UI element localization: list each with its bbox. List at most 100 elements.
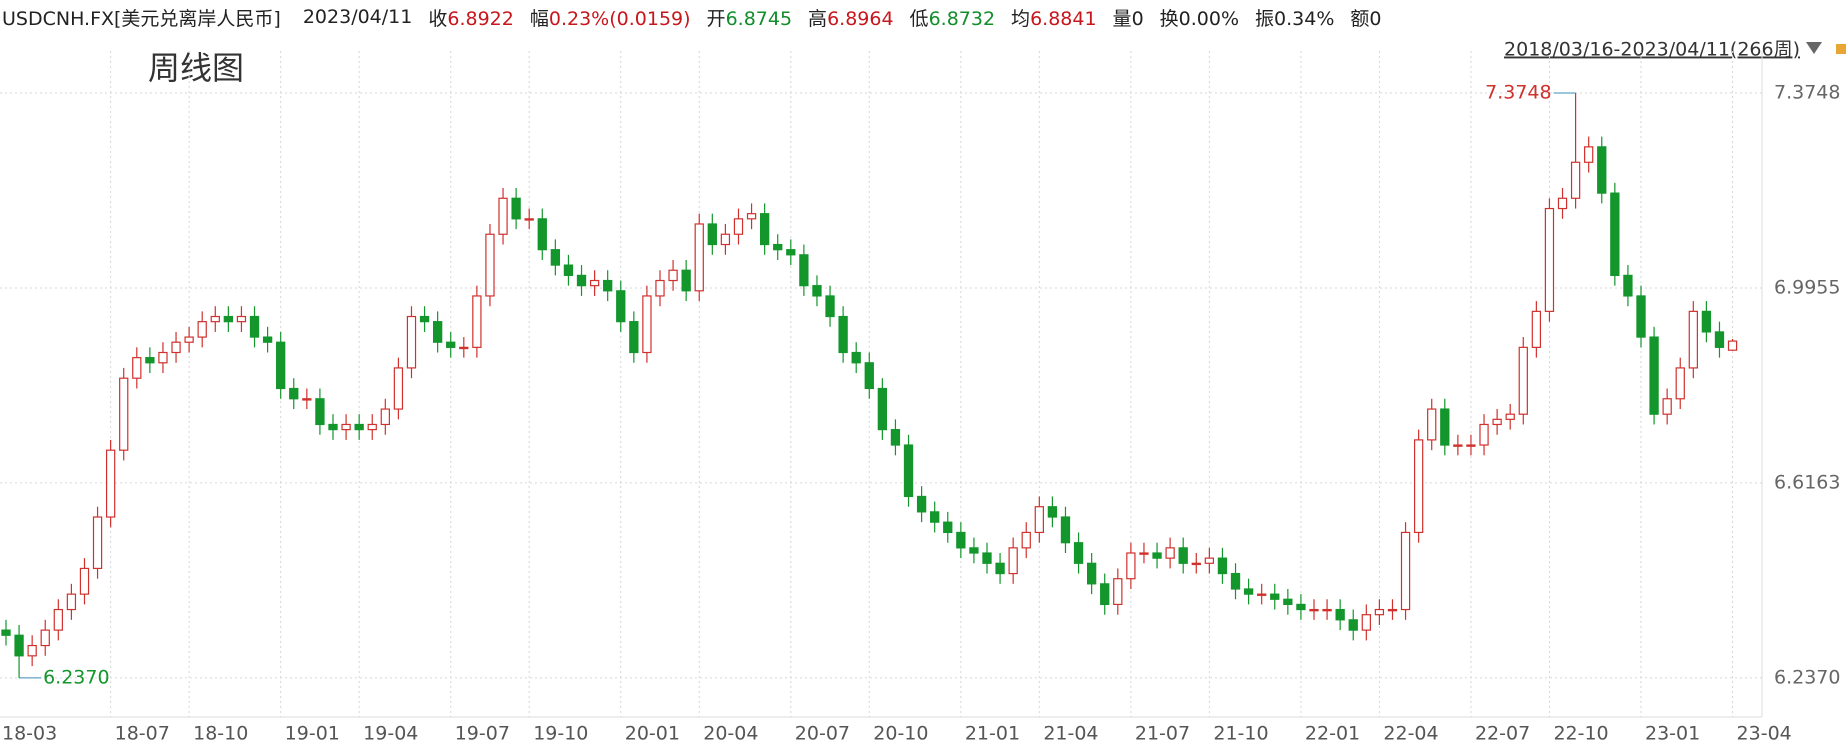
candle-body xyxy=(916,495,927,513)
candle-body xyxy=(367,423,377,431)
candle-body xyxy=(877,387,888,431)
candle-body xyxy=(1400,531,1411,611)
candle-body xyxy=(1413,439,1424,534)
candle-body xyxy=(1662,398,1672,415)
candle-body xyxy=(524,218,534,221)
field-label: 换 xyxy=(1159,7,1179,30)
candle-body xyxy=(341,423,351,431)
quote-header: USDCNH.FX[美元兑离岸人民币] 2023/04/11 收6.8922 幅0… xyxy=(0,0,1382,34)
candle-body xyxy=(943,521,953,534)
candle-body xyxy=(1126,552,1136,580)
candle-body xyxy=(982,552,992,564)
candle-body xyxy=(92,516,103,570)
candle-body xyxy=(707,223,717,246)
candle-body xyxy=(550,249,561,266)
candle-body xyxy=(1531,310,1542,348)
candle-body xyxy=(197,321,207,338)
candle-body xyxy=(746,213,757,220)
candle-body xyxy=(655,279,665,297)
candle-body xyxy=(328,423,338,431)
quote-field: 开6.8745 xyxy=(707,4,793,31)
field-label: 额 xyxy=(1350,7,1370,30)
range-dropdown[interactable] xyxy=(1806,42,1822,54)
candle-body xyxy=(315,398,325,426)
min-label: 6.2370 xyxy=(43,666,109,688)
field-label: 低 xyxy=(909,7,929,30)
candle-body xyxy=(236,315,247,323)
candle-body xyxy=(1348,619,1358,631)
candle-body xyxy=(1675,367,1685,400)
candle-body xyxy=(720,233,731,246)
candle-body xyxy=(485,233,495,297)
candle-body xyxy=(158,351,168,364)
x-tick-label: 19-07 xyxy=(455,723,510,745)
candle-body xyxy=(1178,547,1188,564)
candle-body xyxy=(589,279,600,287)
quote-field: 量0 xyxy=(1113,4,1144,31)
x-tick-label: 18-10 xyxy=(193,723,248,745)
candle-body xyxy=(1034,506,1044,534)
field-value: 6.8841 xyxy=(1030,7,1097,30)
candle-body xyxy=(184,336,194,343)
candle-body xyxy=(759,213,770,246)
x-tick-label: 19-10 xyxy=(533,723,588,745)
candle-body xyxy=(1623,274,1633,297)
candle-body xyxy=(1570,161,1581,199)
candle-body xyxy=(419,315,430,323)
candle-body xyxy=(1257,593,1267,596)
x-tick-label: 21-01 xyxy=(965,723,1020,745)
candle-body xyxy=(1283,598,1293,606)
candle-body xyxy=(53,608,63,631)
range-text[interactable]: 2018/03/16-2023/04/11(266周) xyxy=(1504,39,1800,61)
candle-body xyxy=(1387,608,1398,612)
candle-body xyxy=(1597,146,1607,194)
x-tick-label: 21-07 xyxy=(1135,723,1190,745)
candle-body xyxy=(773,243,783,251)
candle-body xyxy=(1688,310,1698,369)
candle-body xyxy=(1191,562,1201,566)
candle-body xyxy=(210,315,220,323)
candle-body xyxy=(694,223,704,292)
quote-field: 均6.8841 xyxy=(1011,4,1097,31)
field-value: 6.8745 xyxy=(725,7,793,30)
field-value: 6.8732 xyxy=(928,7,996,30)
candle-body xyxy=(1322,608,1332,612)
field-label: 高 xyxy=(808,7,828,30)
corner-icon[interactable] xyxy=(1836,44,1846,54)
candle-body xyxy=(799,254,809,287)
candle-body xyxy=(733,218,744,235)
date: 2023/04/11 xyxy=(302,6,413,28)
field-label: 幅 xyxy=(529,7,549,30)
candle-body xyxy=(1204,557,1215,564)
candle-body xyxy=(79,567,90,595)
candle-body xyxy=(1466,444,1476,447)
candle-body xyxy=(1492,418,1502,426)
candle-body xyxy=(563,264,574,276)
x-tick-label: 22-10 xyxy=(1553,723,1608,745)
candle-body xyxy=(354,423,364,431)
candle-body xyxy=(1296,603,1306,611)
candle-body xyxy=(603,279,613,292)
symbol: USDCNH.FX[美元兑离岸人民币] xyxy=(2,7,281,30)
candle-body xyxy=(1113,578,1123,606)
field-value: 0 xyxy=(1369,7,1382,30)
quote-field: 高6.8964 xyxy=(808,4,894,31)
candle-body xyxy=(1544,207,1555,312)
x-tick-label: 23-04 xyxy=(1737,723,1792,745)
candle-body xyxy=(956,531,966,549)
field-value: 0.34% xyxy=(1274,7,1335,30)
x-tick-label: 22-07 xyxy=(1475,723,1530,745)
field-value: 0.23%(0.0159) xyxy=(548,7,691,30)
x-tick-label: 19-01 xyxy=(285,723,340,745)
candle-body xyxy=(27,644,37,657)
candle-body xyxy=(1610,192,1620,276)
candle-body xyxy=(40,629,50,647)
candle-body xyxy=(1086,562,1097,585)
candle-body xyxy=(432,321,443,343)
candle-body xyxy=(995,562,1005,575)
field-label: 量 xyxy=(1112,7,1132,30)
candle-body xyxy=(249,315,260,338)
candle-body xyxy=(1584,146,1594,163)
candle-body xyxy=(380,408,390,426)
